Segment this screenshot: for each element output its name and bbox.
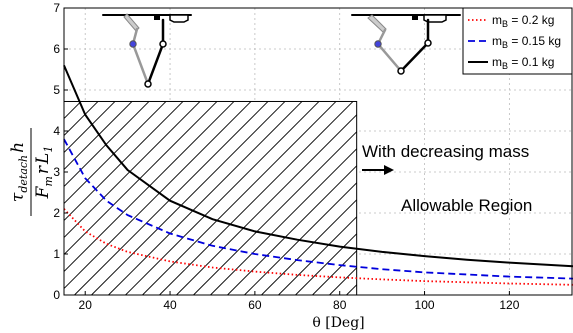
hatch-line xyxy=(74,101,269,296)
x-tick-label: 20 xyxy=(79,298,93,312)
hatch-line xyxy=(91,101,286,296)
y-axis-label: τdetachh FmrL1 xyxy=(8,128,55,216)
hatch-line xyxy=(278,216,357,296)
hatch-line xyxy=(312,250,357,296)
hatch-line xyxy=(193,131,357,296)
x-axis-label: θ [Deg] xyxy=(312,315,364,331)
x-tick-label: 60 xyxy=(248,298,262,312)
y-tick-label: 4 xyxy=(53,124,60,138)
hatch-line xyxy=(159,101,354,296)
x-ticks: 20 40 60 80 100 120 xyxy=(79,291,520,312)
hatch-line xyxy=(64,101,184,222)
y-ticks: 0 1 2 3 4 5 6 7 xyxy=(53,1,68,302)
y-tick-label: 0 xyxy=(53,288,60,302)
x-tick-label: 80 xyxy=(333,298,347,312)
x-tick-label: 100 xyxy=(415,298,435,312)
hatch-line xyxy=(64,101,235,273)
series-line-1 xyxy=(63,138,573,280)
legend: mB = 0.2 kg mB = 0.15 kg mB = 0.1 kg xyxy=(462,7,573,75)
annotation-decreasing-mass: With decreasing mass xyxy=(362,142,529,161)
hatch-line xyxy=(64,101,99,137)
series-lines xyxy=(63,65,573,286)
hatch-line xyxy=(261,199,357,296)
hatch-line xyxy=(210,148,357,296)
hatch-line xyxy=(64,101,133,171)
x-tick-label: 40 xyxy=(163,298,177,312)
legend-label-0: mB = 0.2 kg xyxy=(492,13,554,29)
hatch-line xyxy=(176,114,357,296)
series-line-0 xyxy=(63,208,573,286)
hatch-line xyxy=(108,101,303,296)
hatch-line xyxy=(64,101,218,256)
mechanism-diagram-left xyxy=(102,13,192,88)
hatch-line xyxy=(227,165,357,296)
annotation-arrow xyxy=(362,165,394,175)
y-tick-label: 2 xyxy=(53,206,60,220)
hatch-line xyxy=(64,101,252,290)
hatch-line xyxy=(125,101,320,296)
hatch-line xyxy=(142,101,337,296)
hatch-line xyxy=(64,101,150,188)
y-tick-label: 3 xyxy=(53,165,60,179)
x-tick-label: 120 xyxy=(499,298,519,312)
y-axis-label-denominator: FmrL1 xyxy=(33,146,55,200)
hatched-region-box xyxy=(63,100,358,296)
mechanism-diagram-right xyxy=(351,14,461,75)
hatched-region xyxy=(63,100,358,296)
hatch-line xyxy=(295,233,357,296)
y-tick-label: 7 xyxy=(53,1,60,15)
y-tick-label: 6 xyxy=(53,42,60,56)
series-line-2 xyxy=(63,65,573,268)
y-tick-label: 1 xyxy=(53,247,60,261)
hatch-lines xyxy=(64,101,357,296)
legend-label-1: mB = 0.15 kg xyxy=(492,34,561,50)
y-axis-label-numerator: τdetachh xyxy=(8,142,30,202)
legend-label-2: mB = 0.1 kg xyxy=(492,55,554,71)
hatch-line xyxy=(64,101,116,154)
annotation-allowable-region: Allowable Region xyxy=(401,196,532,215)
y-tick-label: 5 xyxy=(53,83,60,97)
hatch-line xyxy=(244,182,357,296)
hatch-line xyxy=(64,101,167,205)
plot-frame xyxy=(63,7,573,296)
